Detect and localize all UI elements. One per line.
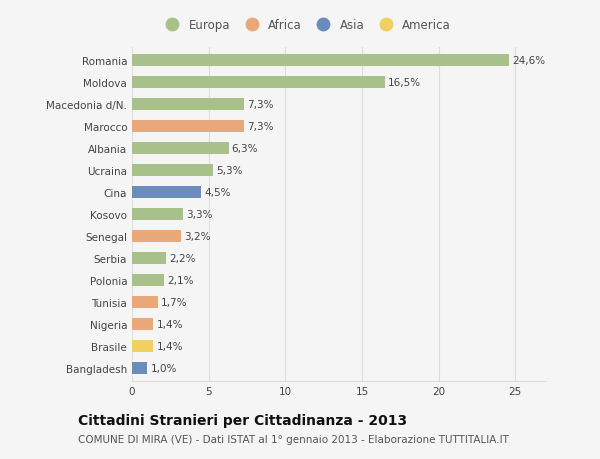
Bar (132, 340, 154, 352)
Bar (132, 230, 181, 242)
Bar (132, 318, 154, 330)
Bar (132, 56, 509, 67)
Bar (132, 165, 213, 177)
Bar (132, 252, 166, 264)
Bar (132, 362, 148, 374)
Text: 4,5%: 4,5% (204, 188, 230, 198)
Text: 24,6%: 24,6% (512, 56, 545, 66)
Legend: Europa, Africa, Asia, America: Europa, Africa, Asia, America (156, 14, 456, 37)
Text: 2,2%: 2,2% (169, 253, 196, 263)
Text: 1,7%: 1,7% (161, 297, 188, 307)
Text: 16,5%: 16,5% (388, 78, 421, 88)
Text: 3,2%: 3,2% (184, 231, 211, 241)
Bar (132, 274, 164, 286)
Text: 1,0%: 1,0% (151, 363, 177, 373)
Bar (132, 77, 385, 89)
Text: COMUNE DI MIRA (VE) - Dati ISTAT al 1° gennaio 2013 - Elaborazione TUTTITALIA.IT: COMUNE DI MIRA (VE) - Dati ISTAT al 1° g… (78, 434, 509, 444)
Text: 1,4%: 1,4% (157, 319, 183, 329)
Text: 7,3%: 7,3% (247, 122, 274, 132)
Bar (132, 99, 244, 111)
Text: 6,3%: 6,3% (232, 144, 258, 154)
Text: 3,3%: 3,3% (185, 210, 212, 219)
Text: Cittadini Stranieri per Cittadinanza - 2013: Cittadini Stranieri per Cittadinanza - 2… (78, 413, 407, 427)
Text: 2,1%: 2,1% (167, 275, 194, 285)
Bar (132, 143, 229, 155)
Bar (132, 296, 158, 308)
Bar (132, 187, 201, 199)
Text: 7,3%: 7,3% (247, 100, 274, 110)
Text: 1,4%: 1,4% (157, 341, 183, 351)
Bar (132, 121, 244, 133)
Bar (132, 208, 182, 221)
Text: 5,3%: 5,3% (217, 166, 243, 176)
